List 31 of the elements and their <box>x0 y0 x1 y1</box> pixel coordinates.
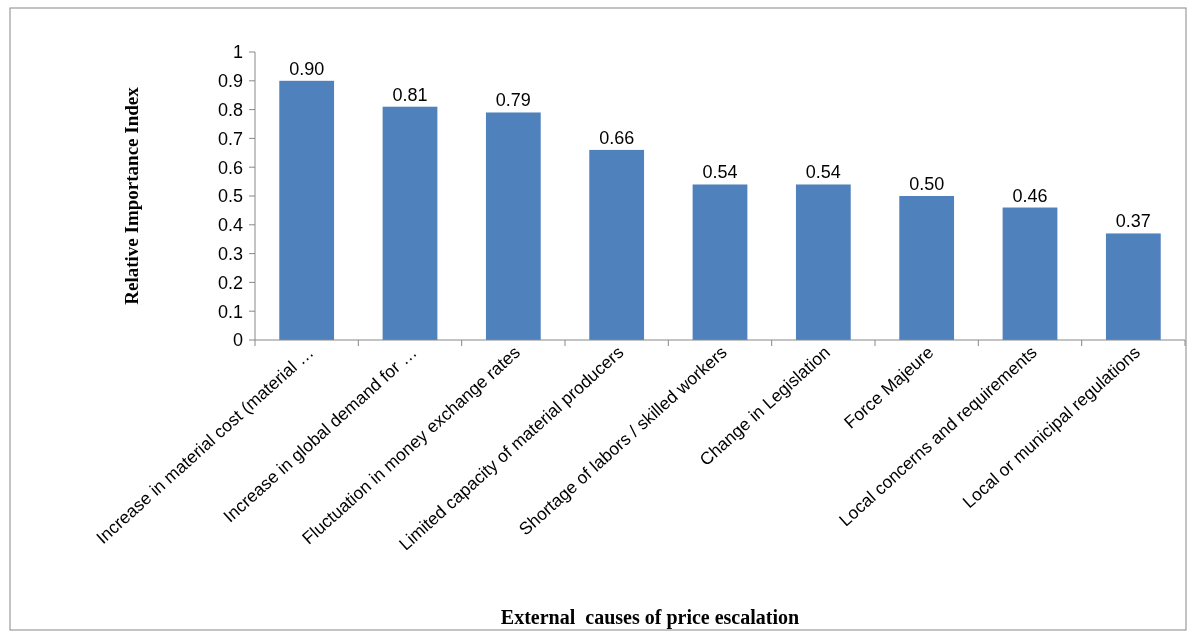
bar <box>485 112 541 340</box>
bar <box>1105 233 1161 340</box>
bar <box>589 149 645 340</box>
bar <box>795 184 851 340</box>
data-label: 0.66 <box>599 127 635 148</box>
x-axis-title: External causes of price escalation <box>500 606 800 629</box>
y-axis-title: Relative Importance Index <box>121 86 142 305</box>
data-label: 0.90 <box>289 58 325 79</box>
data-label: 0.54 <box>702 162 738 183</box>
data-label: 0.46 <box>1012 185 1048 206</box>
y-tick-label: 0 <box>232 330 243 351</box>
bar <box>1002 207 1058 340</box>
data-label: 0.79 <box>495 90 531 111</box>
y-tick-label: 0.2 <box>217 272 243 293</box>
bar <box>692 184 748 340</box>
bar <box>899 196 955 340</box>
y-tick-label: 1 <box>232 42 243 63</box>
bar <box>382 106 438 340</box>
bar <box>279 80 335 340</box>
y-tick-label: 0.5 <box>217 186 243 207</box>
y-tick-label: 0.3 <box>217 243 243 264</box>
data-label: 0.54 <box>805 162 841 183</box>
y-tick-label: 0.4 <box>217 215 243 236</box>
y-tick-label: 0.8 <box>217 99 243 120</box>
y-tick-label: 0.7 <box>217 128 243 149</box>
y-tick-label: 0.6 <box>217 157 243 178</box>
y-tick-label: 0.1 <box>217 301 243 322</box>
y-tick-label: 0.9 <box>217 71 243 92</box>
data-label: 0.37 <box>1115 211 1151 232</box>
data-label: 0.50 <box>909 174 945 194</box>
data-label: 0.81 <box>392 84 428 105</box>
